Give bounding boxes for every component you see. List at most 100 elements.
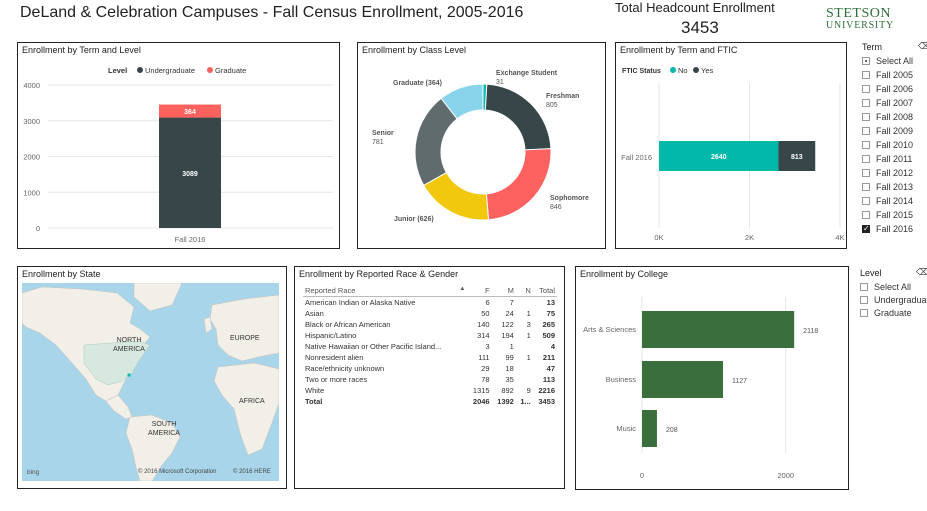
table-cell: 111 (478, 353, 490, 362)
table-cell: 7 (509, 298, 514, 307)
slicer-item-label: Fall 2014 (876, 196, 914, 206)
checkbox[interactable] (862, 155, 870, 163)
table-row[interactable]: Hispanic/Latino 314 194 1 509 (303, 330, 557, 341)
slicer-item[interactable]: Fall 2007 (862, 98, 913, 108)
slice-label: Junior (626) (394, 216, 434, 223)
table-cell: 50 (481, 309, 490, 318)
map-label-north-america: NORTH AMERICA (113, 337, 145, 353)
table-cell: 194 (501, 331, 514, 340)
table-cell (516, 297, 533, 309)
panel-term-level[interactable]: Enrollment by Term and Level Level Underg… (17, 42, 340, 249)
table-row[interactable]: Race/ethnicity unknown 29 18 47 (303, 363, 557, 374)
table-cell: 75 (546, 309, 555, 318)
slicer-item[interactable]: Fall 2013 (862, 182, 913, 192)
table-cell: 2046 (472, 397, 490, 406)
checkbox[interactable] (862, 169, 870, 177)
panel-race-gender[interactable]: Enrollment by Reported Race & Gender Rep… (294, 266, 565, 489)
slicer-item[interactable]: Fall 2014 (862, 196, 913, 206)
table-header-row: Reported Race ▲ F M N Total (303, 285, 557, 297)
column-header-total[interactable]: Total (532, 285, 557, 297)
table-cell: 99 (505, 353, 514, 362)
slicer-item[interactable]: Fall 2009 (862, 126, 913, 136)
table-total-row[interactable]: Total 2046 1392 1... 3453 (303, 396, 557, 407)
checkbox[interactable] (862, 85, 870, 93)
checkbox[interactable] (862, 57, 870, 65)
eraser-icon[interactable]: ⌫ (916, 267, 927, 277)
data-label: 364 (184, 109, 196, 116)
slicer-item-label: Fall 2011 (876, 154, 913, 164)
table-cell: 78 (481, 375, 490, 384)
legend-item-label: Undergraduate (145, 66, 195, 75)
panel-class-level[interactable]: Enrollment by Class Level Exchange Stude… (357, 42, 606, 249)
checkbox[interactable] (862, 127, 870, 135)
slicer-item-label: Select All (876, 56, 914, 66)
slicer-item[interactable]: Graduate (860, 308, 912, 318)
legend-item-label: Graduate (215, 66, 246, 75)
column-header-race[interactable]: Reported Race ▲ (303, 285, 468, 297)
checkbox[interactable] (862, 141, 870, 149)
checkbox[interactable] (860, 296, 868, 304)
slice-sophomore (485, 148, 552, 221)
table-row[interactable]: Nonresident alien 111 99 1 211 (303, 352, 557, 363)
level-slicer[interactable]: Level ⌫ Select All Undergraduate Graduate (860, 267, 927, 328)
slicer-item[interactable]: Fall 2015 (862, 210, 913, 220)
table-cell-race: Race/ethnicity unknown (305, 364, 385, 373)
slicer-item[interactable]: Select All (862, 56, 913, 66)
map-label-europe: EUROPE (230, 335, 260, 342)
slice-value: 781 (372, 139, 384, 146)
legend-marker (207, 67, 213, 73)
checkbox[interactable] (862, 183, 870, 191)
eraser-icon[interactable]: ⌫ (918, 41, 927, 51)
table-cell-race: White (305, 386, 325, 395)
data-label: 208 (666, 427, 678, 434)
checkbox[interactable] (862, 113, 870, 121)
table-cell: 2216 (538, 386, 555, 395)
slice-value: 846 (550, 204, 562, 211)
map[interactable]: NORTH AMERICA EUROPE AFRICA SOUTH AMERIC… (22, 283, 279, 481)
x-tick-label: 2000 (777, 471, 794, 480)
x-tick-label: 0K (654, 233, 663, 242)
map-data-point (127, 373, 131, 377)
slicer-item[interactable]: Undergraduate (860, 295, 927, 305)
slice-graduate (440, 83, 484, 120)
checkbox[interactable] (862, 197, 870, 205)
table-cell: 13 (546, 298, 555, 307)
checkbox[interactable] (862, 224, 870, 233)
table-cell: 1 (526, 331, 531, 340)
panel-college[interactable]: Enrollment by College 0 2000 Arts & Scienc… (575, 266, 849, 490)
slicer-item[interactable]: Select All (860, 282, 911, 292)
checkbox[interactable] (860, 309, 868, 317)
column-header-m[interactable]: M (491, 285, 516, 297)
table-row[interactable]: Native Hawaiian or Other Pacific Island.… (303, 341, 557, 352)
slicer-item[interactable]: Fall 2006 (862, 84, 913, 94)
table-row[interactable]: Black or African American 140 122 3 265 (303, 319, 557, 330)
table-row[interactable]: American Indian or Alaska Native 6 7 13 (303, 297, 557, 309)
y-tick-label: 2000 (23, 153, 40, 162)
slice-label: Graduate (364) (393, 80, 442, 87)
table-row[interactable]: Two or more races 78 35 113 (303, 374, 557, 385)
slicer-item[interactable]: Fall 2008 (862, 112, 913, 122)
legend-marker (693, 67, 699, 73)
slicer-item[interactable]: Fall 2012 (862, 168, 913, 178)
slicer-item[interactable]: Fall 2016 (862, 224, 913, 234)
slice-label: Exchange Student (496, 70, 558, 77)
checkbox[interactable] (862, 71, 870, 79)
table-cell-race: Nonresident alien (305, 353, 364, 362)
slicer-item[interactable]: Fall 2010 (862, 140, 913, 150)
panel-state[interactable]: Enrollment by State NORTH AMERICA EUROPE… (17, 266, 287, 489)
table-cell-race: Native Hawaiian or Other Pacific Island.… (305, 342, 442, 351)
kpi-label: Total Headcount Enrollment (615, 0, 775, 15)
table-row[interactable]: White 1315 892 9 2216 (303, 385, 557, 396)
panel-term-ftic[interactable]: Enrollment by Term and FTIC FTIC Status N… (615, 42, 847, 249)
checkbox[interactable] (862, 211, 870, 219)
column-header-f[interactable]: F (467, 285, 492, 297)
checkbox[interactable] (862, 99, 870, 107)
panel-title: Enrollment by Term and Level (22, 45, 141, 55)
table-cell: 265 (542, 320, 555, 329)
slicer-item[interactable]: Fall 2005 (862, 70, 913, 80)
column-header-n[interactable]: N (515, 285, 533, 297)
table-row[interactable]: Asian 50 24 1 75 (303, 308, 557, 319)
checkbox[interactable] (860, 283, 868, 291)
slicer-item[interactable]: Fall 2011 (862, 154, 912, 164)
term-slicer[interactable]: Term ⌫ Select All Fall 2005 Fall 2006 Fall … (862, 41, 927, 242)
